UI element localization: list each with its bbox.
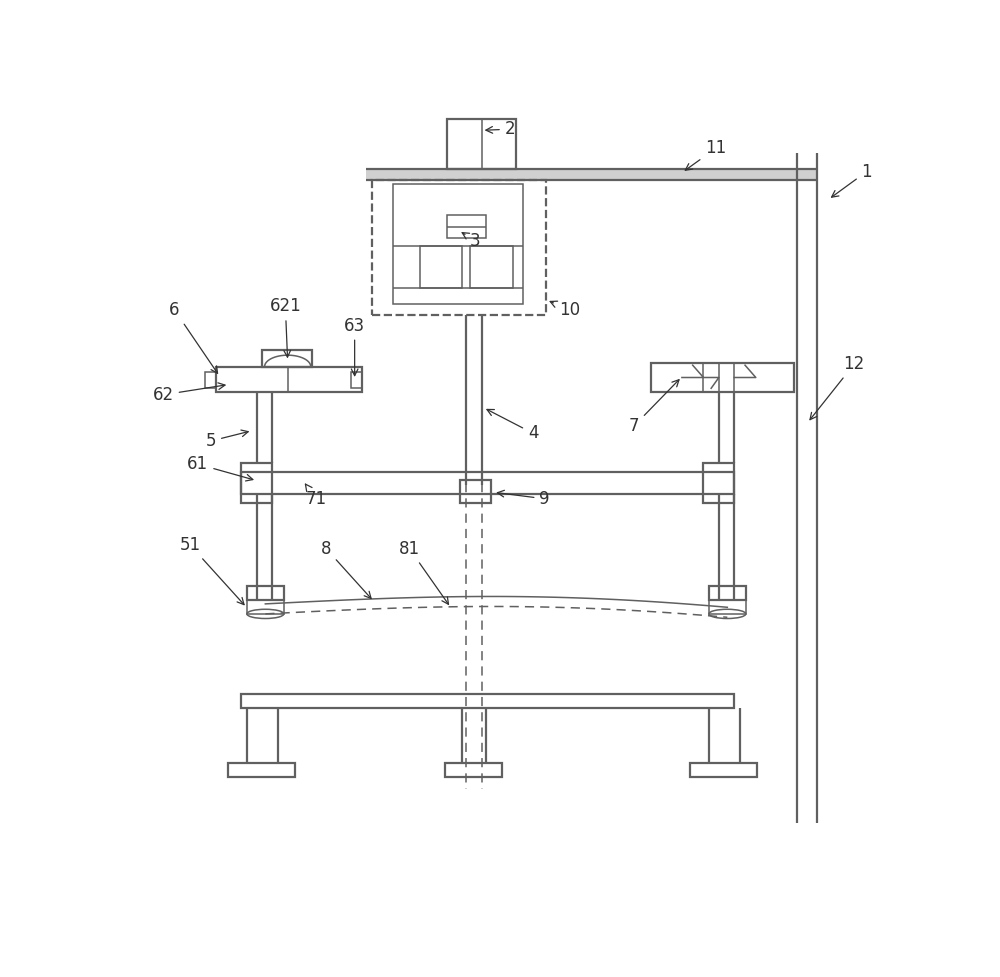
Bar: [241, 694, 734, 707]
Bar: [703, 463, 734, 503]
Text: 6: 6: [169, 301, 218, 373]
Bar: [262, 350, 312, 366]
Bar: [393, 185, 523, 304]
Bar: [445, 763, 502, 777]
Bar: [241, 472, 734, 493]
Bar: [247, 586, 284, 600]
Text: 10: 10: [550, 301, 580, 319]
Bar: [447, 215, 486, 238]
Bar: [247, 600, 284, 614]
Text: 81: 81: [399, 540, 448, 605]
Text: 11: 11: [685, 140, 726, 170]
Bar: [372, 181, 546, 316]
Bar: [447, 119, 516, 169]
Text: 63: 63: [344, 317, 365, 375]
Text: 61: 61: [187, 455, 253, 481]
Text: 62: 62: [153, 383, 225, 404]
Text: 7: 7: [629, 380, 679, 435]
Bar: [709, 600, 746, 614]
Bar: [470, 246, 512, 288]
Text: 1: 1: [832, 162, 872, 197]
Bar: [351, 372, 362, 388]
Text: 9: 9: [497, 489, 550, 508]
Text: 71: 71: [305, 484, 327, 508]
Text: 2: 2: [486, 120, 515, 138]
Bar: [460, 480, 491, 503]
Text: 8: 8: [321, 540, 371, 599]
Bar: [709, 586, 746, 600]
Text: 12: 12: [810, 355, 865, 420]
Text: 4: 4: [487, 409, 538, 443]
Text: 621: 621: [269, 297, 301, 358]
Bar: [216, 366, 362, 392]
Bar: [651, 362, 794, 392]
Text: 51: 51: [180, 536, 244, 605]
Text: 5: 5: [206, 430, 248, 450]
Bar: [420, 246, 462, 288]
Bar: [241, 463, 272, 503]
Bar: [366, 169, 817, 181]
Bar: [205, 372, 216, 388]
Text: 3: 3: [462, 232, 481, 250]
Bar: [228, 763, 295, 777]
Bar: [690, 763, 757, 777]
